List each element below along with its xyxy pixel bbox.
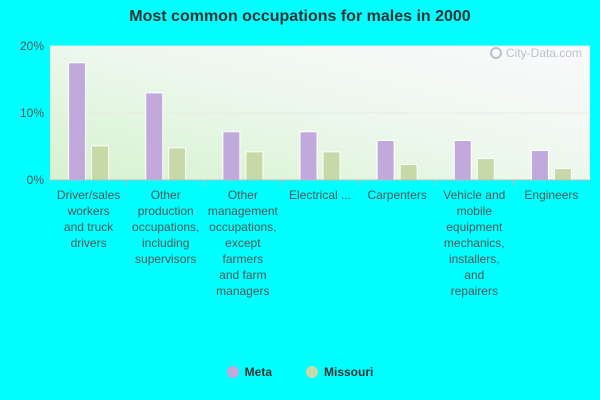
x-tick-label: Other management occupations, except farmers… (208, 188, 279, 298)
legend-swatch-meta (226, 366, 239, 378)
legend: Meta Missouri (0, 365, 600, 379)
x-tick-label: Electrical ... (289, 188, 351, 202)
legend-label-meta: Meta (244, 365, 272, 379)
legend-swatch-missouri (306, 366, 318, 378)
magnifier-icon (489, 47, 502, 59)
x-tick-label: Engineers (524, 188, 578, 202)
bar-meta (376, 139, 395, 181)
x-tick-label: Vehicle and mobile equipment mechanics, inst… (443, 188, 505, 298)
bar-missouri (322, 151, 341, 181)
y-tick-label: 20% (20, 39, 44, 53)
bar-missouri (476, 158, 495, 181)
chart-title: Most common occupations for males in 200… (129, 8, 471, 25)
bar-meta (530, 150, 549, 181)
bar-missouri (168, 147, 187, 181)
x-tick-label: Other production occupations, including supe… (132, 188, 199, 266)
y-tick-label: 10% (20, 106, 44, 120)
bar-meta (453, 139, 472, 181)
bar-missouri (91, 145, 110, 181)
bar-meta (145, 92, 164, 181)
x-tick-label: Carpenters (367, 188, 426, 202)
bar-meta (299, 131, 318, 181)
watermark: City-Data.com (489, 46, 582, 60)
legend-item-missouri: Missouri (306, 365, 373, 379)
legend-item-meta: Meta (226, 365, 272, 379)
legend-label-missouri: Missouri (324, 365, 374, 379)
watermark-text: City-Data.com (505, 46, 582, 60)
bar-missouri (399, 164, 418, 181)
y-tick-label: 0% (27, 173, 45, 187)
bar-meta (222, 131, 241, 181)
bar-missouri (245, 151, 264, 181)
bar-meta (68, 62, 87, 181)
x-tick-label: Driver/sales workers and truck drivers (57, 188, 120, 250)
bar-missouri (553, 168, 572, 181)
